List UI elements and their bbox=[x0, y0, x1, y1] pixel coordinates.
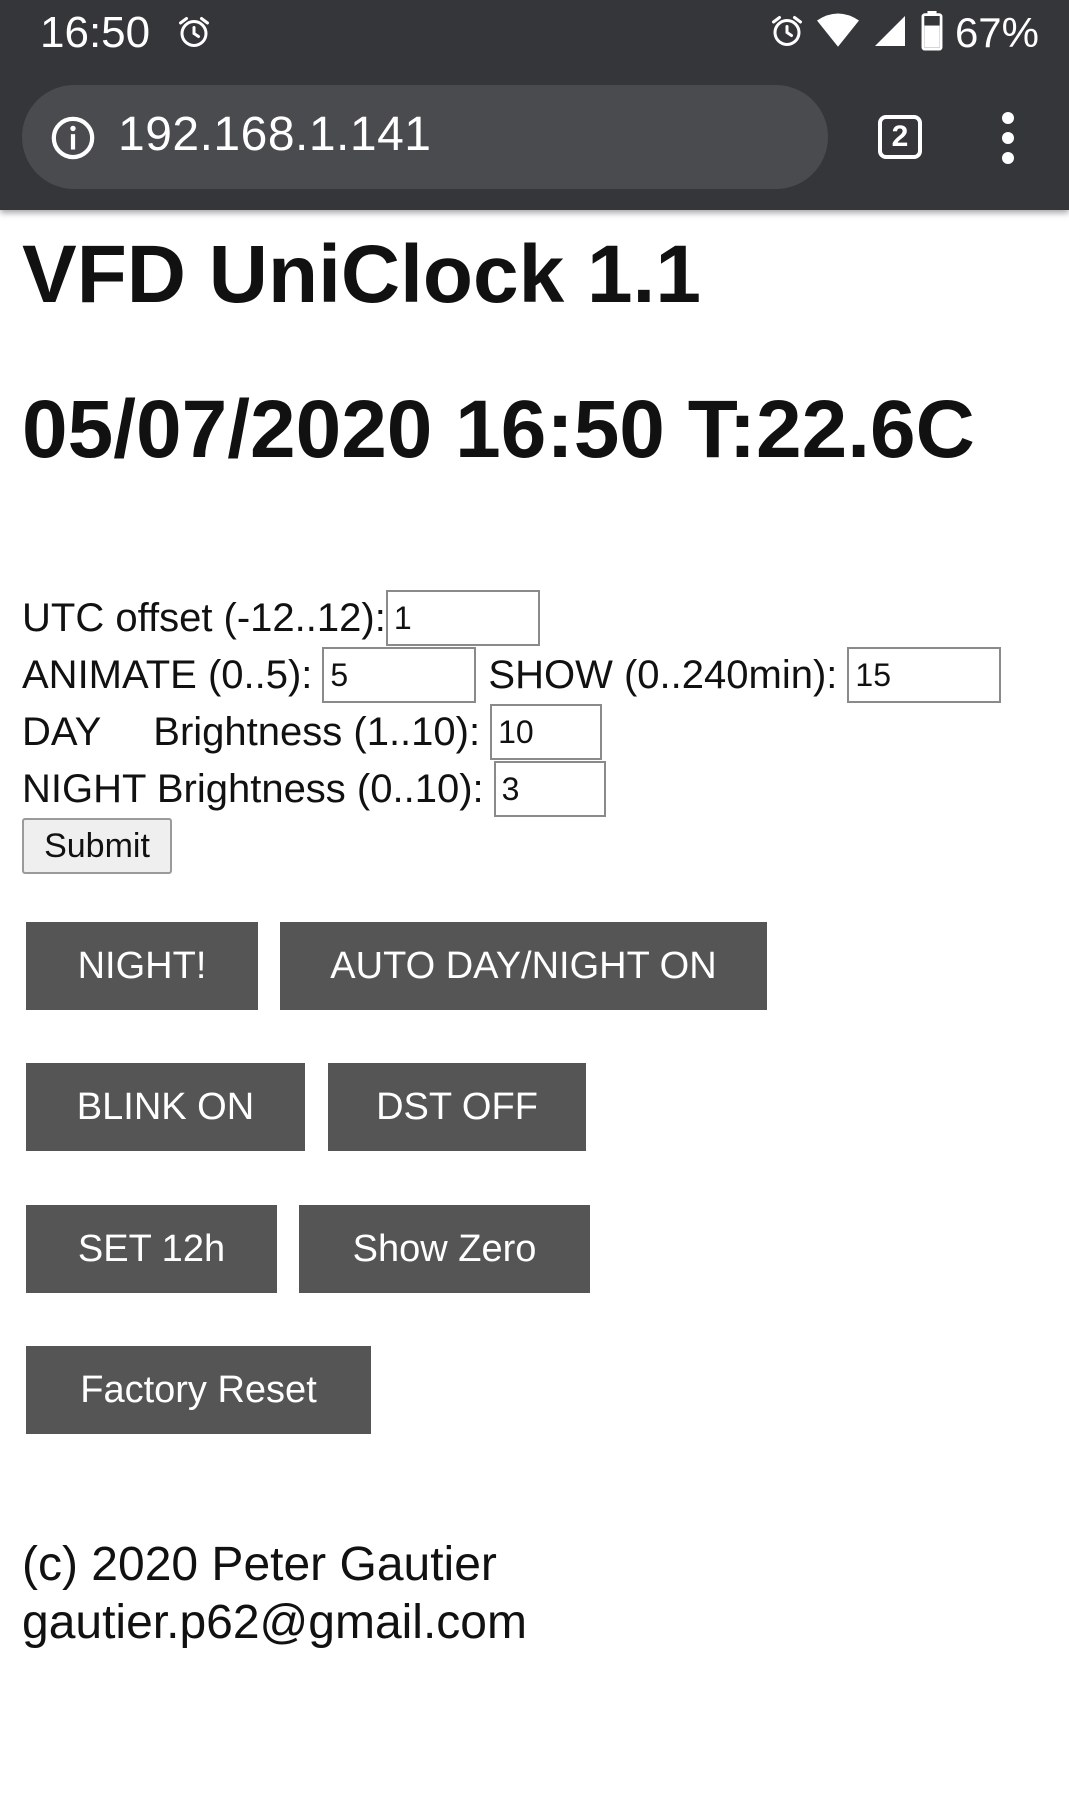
wifi-icon bbox=[816, 13, 859, 54]
status-icons: 67% bbox=[769, 9, 1039, 56]
tab-count: 2 bbox=[891, 120, 909, 153]
dst-button[interactable]: DST OFF bbox=[328, 1063, 586, 1151]
utc-offset-label: UTC offset (-12..12): bbox=[22, 596, 386, 640]
status-time: 16:50 bbox=[40, 8, 151, 57]
battery-icon bbox=[921, 10, 943, 56]
day-brightness-input[interactable] bbox=[490, 704, 603, 760]
submit-button[interactable]: Submit bbox=[22, 818, 172, 874]
utc-offset-row: UTC offset (-12..12): bbox=[22, 590, 540, 646]
night-brightness-input[interactable] bbox=[493, 761, 606, 817]
menu-icon[interactable] bbox=[994, 112, 1022, 164]
animate-show-row: ANIMATE (0..5): SHOW (0..240min): bbox=[22, 647, 1002, 703]
url-text[interactable]: 192.168.1.141 bbox=[118, 108, 432, 161]
night-brightness-row: NIGHT Brightness (0..10): bbox=[22, 761, 606, 817]
signal-icon bbox=[871, 13, 909, 54]
datetime-readout: 05/07/2020 16:50 T:22.6C bbox=[22, 384, 975, 475]
factory-reset-button[interactable]: Factory Reset bbox=[26, 1346, 371, 1434]
alarm-icon bbox=[769, 13, 805, 54]
alarm-icon bbox=[176, 14, 212, 55]
set-12h-button[interactable]: SET 12h bbox=[26, 1205, 277, 1293]
address-bar[interactable]: 192.168.1.141 bbox=[22, 85, 828, 189]
browser-chrome: 16:50 bbox=[0, 0, 1069, 210]
day-label: DAY bbox=[22, 710, 102, 754]
night-brightness-label: NIGHT Brightness (0..10): bbox=[22, 767, 484, 811]
day-brightness-row: DAY Brightness (1..10): bbox=[22, 704, 603, 760]
show-label: SHOW (0..240min): bbox=[488, 653, 838, 697]
page-title: VFD UniClock 1.1 bbox=[22, 229, 701, 320]
contact-email: gautier.p62@gmail.com bbox=[22, 1596, 527, 1649]
show-zero-button[interactable]: Show Zero bbox=[299, 1205, 590, 1293]
animate-label: ANIMATE (0..5): bbox=[22, 653, 313, 697]
show-input[interactable] bbox=[847, 647, 1002, 703]
auto-day-night-button[interactable]: AUTO DAY/NIGHT ON bbox=[280, 922, 767, 1010]
copyright-text: (c) 2020 Peter Gautier bbox=[22, 1538, 497, 1591]
utc-offset-input[interactable] bbox=[385, 590, 540, 646]
info-icon[interactable] bbox=[50, 115, 96, 166]
tabs-icon[interactable]: 2 bbox=[878, 115, 922, 159]
day-brightness-label: Brightness (1..10): bbox=[153, 710, 481, 754]
animate-input[interactable] bbox=[322, 647, 477, 703]
night-button[interactable]: NIGHT! bbox=[26, 922, 258, 1010]
battery-percent: 67% bbox=[954, 9, 1039, 56]
blink-button[interactable]: BLINK ON bbox=[26, 1063, 305, 1151]
footer: (c) 2020 Peter Gautier gautier.p62@gmail… bbox=[22, 1536, 527, 1652]
